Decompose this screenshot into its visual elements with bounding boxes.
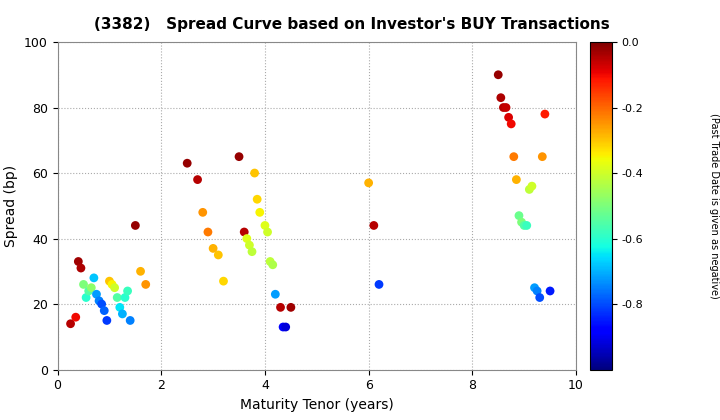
Point	[510, 176, 522, 183]
Point	[202, 228, 214, 235]
Point	[70, 314, 81, 320]
Point	[249, 170, 261, 176]
Point	[534, 294, 546, 301]
Point	[114, 304, 125, 311]
Point	[86, 284, 97, 291]
Point	[125, 317, 136, 324]
Point	[521, 222, 533, 229]
Point	[285, 304, 297, 311]
Point	[81, 294, 92, 301]
Point	[65, 320, 76, 327]
Point	[109, 284, 120, 291]
Point	[498, 104, 509, 111]
Point	[531, 288, 543, 294]
Point	[207, 245, 219, 252]
Point	[117, 310, 128, 317]
Point	[140, 281, 151, 288]
Point	[192, 176, 203, 183]
Text: (3382)   Spread Curve based on Investor's BUY Transactions: (3382) Spread Curve based on Investor's …	[94, 17, 609, 32]
Point	[516, 219, 527, 226]
Point	[73, 258, 84, 265]
Point	[495, 94, 507, 101]
Point	[277, 324, 289, 331]
Point	[99, 307, 110, 314]
Point	[254, 209, 266, 216]
Point	[241, 235, 253, 242]
Point	[246, 248, 258, 255]
Point	[120, 294, 131, 301]
Point	[212, 252, 224, 258]
Y-axis label: Spread (bp): Spread (bp)	[4, 165, 19, 247]
Y-axis label: Time in years between 5/2/2025 and Trade Date
(Past Trade Date is given as negat: Time in years between 5/2/2025 and Trade…	[709, 88, 720, 324]
Point	[75, 265, 86, 271]
Point	[107, 281, 118, 288]
Point	[518, 222, 530, 229]
Point	[243, 242, 255, 249]
Point	[217, 278, 229, 284]
Point	[135, 268, 146, 275]
Point	[264, 258, 276, 265]
Point	[238, 228, 250, 235]
Point	[130, 222, 141, 229]
Point	[505, 121, 517, 127]
Point	[94, 297, 105, 304]
Point	[528, 284, 540, 291]
Point	[513, 212, 525, 219]
Point	[251, 196, 263, 202]
Point	[544, 288, 556, 294]
Point	[368, 222, 379, 229]
Point	[181, 160, 193, 167]
Point	[536, 153, 548, 160]
Point	[275, 304, 287, 311]
Point	[96, 301, 107, 307]
Point	[492, 71, 504, 78]
Point	[373, 281, 384, 288]
X-axis label: Maturity Tenor (years): Maturity Tenor (years)	[240, 398, 394, 412]
Point	[112, 294, 123, 301]
Point	[526, 183, 538, 189]
Point	[104, 278, 115, 284]
Point	[503, 114, 514, 121]
Point	[197, 209, 209, 216]
Point	[259, 222, 271, 229]
Point	[500, 104, 512, 111]
Point	[101, 317, 112, 324]
Point	[269, 291, 281, 298]
Point	[88, 275, 99, 281]
Point	[280, 324, 292, 331]
Point	[91, 291, 102, 298]
Point	[363, 179, 374, 186]
Point	[122, 288, 133, 294]
Point	[523, 186, 535, 193]
Point	[78, 281, 89, 288]
Point	[508, 153, 520, 160]
Point	[262, 228, 274, 235]
Point	[83, 288, 94, 294]
Point	[233, 153, 245, 160]
Point	[267, 261, 279, 268]
Point	[539, 111, 551, 118]
